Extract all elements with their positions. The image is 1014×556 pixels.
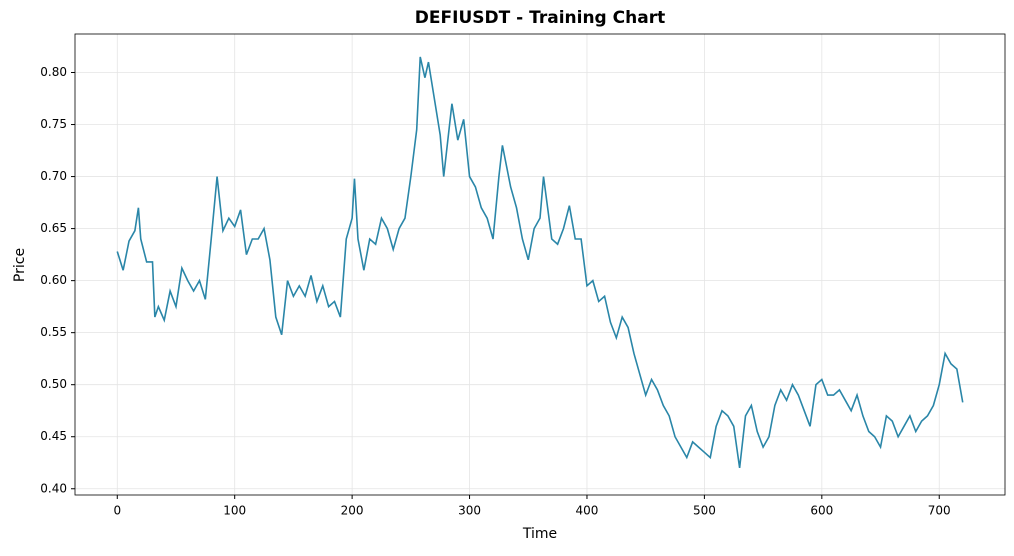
y-tick-label: 0.65: [40, 221, 67, 235]
y-tick-label: 0.40: [40, 481, 67, 495]
chart-title: DEFIUSDT - Training Chart: [415, 8, 665, 28]
x-tick-label: 0: [113, 504, 121, 518]
y-tick-label: 0.70: [40, 169, 67, 183]
y-tick-label: 0.45: [40, 429, 67, 443]
x-tick-label: 100: [223, 504, 246, 518]
y-tick-label: 0.55: [40, 325, 67, 339]
y-axis-label: Price: [12, 248, 28, 282]
price-line: [116, 56, 964, 469]
x-axis-label: Time: [522, 526, 557, 542]
x-tick-label: 200: [341, 504, 364, 518]
x-tick-label: 700: [928, 504, 951, 518]
x-tick-label: 600: [810, 504, 833, 518]
y-tick-label: 0.50: [40, 377, 67, 391]
x-tick-label: 500: [693, 504, 716, 518]
y-tick-label: 0.60: [40, 273, 67, 287]
plot-frame: [74, 33, 1006, 496]
y-tick-label: 0.75: [40, 117, 67, 131]
x-tick-label: 300: [458, 504, 481, 518]
x-tick-label: 400: [576, 504, 599, 518]
y-tick-label: 0.80: [40, 65, 67, 79]
